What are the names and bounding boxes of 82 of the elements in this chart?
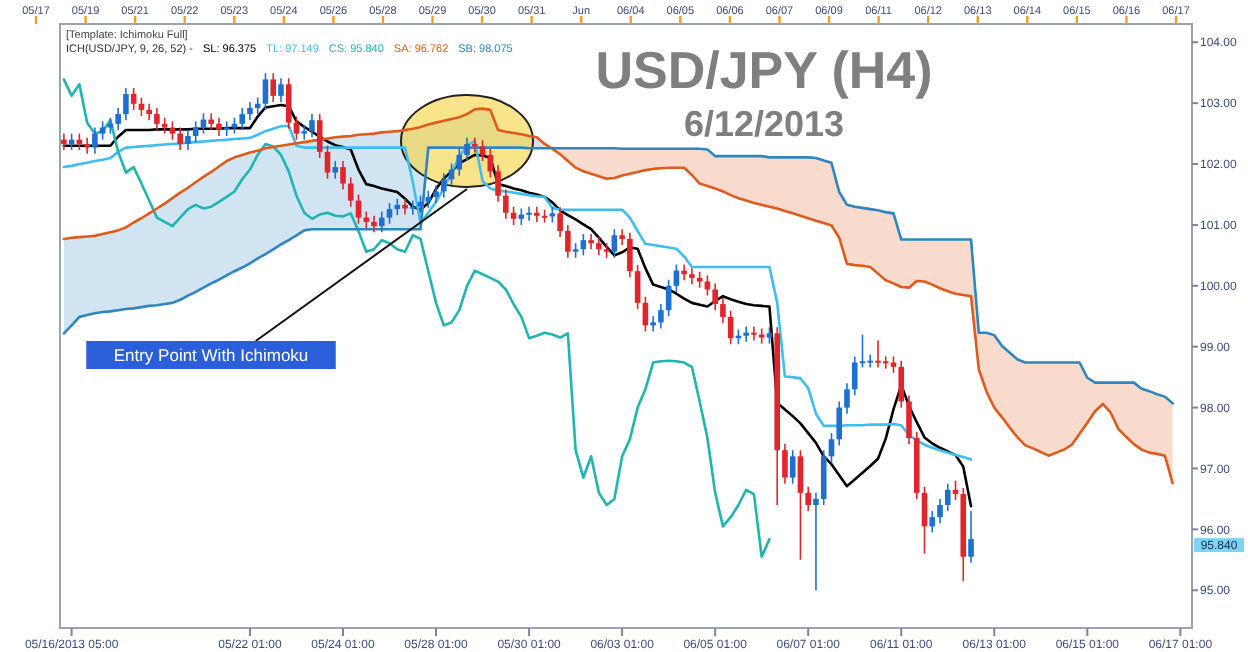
candlestick	[324, 144, 331, 180]
candlestick	[658, 303, 664, 330]
candlestick	[859, 333, 866, 369]
candlestick	[813, 492, 819, 592]
candlestick	[565, 224, 571, 259]
candlestick	[293, 115, 300, 141]
candlestick	[596, 236, 602, 257]
candlestick	[200, 112, 207, 135]
candlestick	[689, 267, 695, 285]
candlestick	[743, 325, 749, 343]
candlestick	[154, 107, 160, 131]
candlestick	[340, 160, 346, 191]
candlestick	[820, 449, 827, 506]
candlestick	[789, 449, 796, 485]
candlestick	[836, 400, 843, 447]
candlestick	[937, 498, 943, 525]
candlestick	[92, 126, 98, 155]
candlestick	[968, 510, 974, 564]
candlestick	[371, 214, 377, 234]
candlestick	[712, 282, 718, 311]
candlestick	[402, 197, 408, 216]
candlestick	[440, 172, 447, 199]
candlestick	[316, 113, 323, 159]
candlestick	[464, 137, 470, 162]
candlestick	[797, 449, 804, 561]
candlestick	[851, 355, 858, 397]
candlestick	[115, 107, 121, 131]
text: 6/12/2013	[683, 104, 845, 144]
candlestick	[262, 72, 269, 111]
candlestick	[557, 206, 563, 238]
candlestick	[929, 510, 936, 534]
candlestick	[285, 77, 292, 130]
candlestick	[611, 228, 618, 259]
candlestick	[363, 210, 370, 229]
candlestick	[84, 137, 90, 155]
candlestick	[650, 315, 656, 333]
candlestick	[627, 232, 633, 279]
candlestick	[216, 116, 222, 137]
candlestick	[526, 205, 532, 222]
candlestick	[123, 87, 129, 121]
candlestick	[378, 210, 385, 234]
chart-title: USD/JPY (H4)	[595, 40, 933, 100]
candlestick	[208, 112, 214, 131]
candlestick	[409, 199, 416, 216]
candlestick	[309, 113, 315, 139]
candlestick	[875, 339, 881, 369]
candlestick	[394, 197, 401, 216]
candlestick	[270, 72, 277, 103]
candlestick	[239, 107, 246, 131]
candlestick	[588, 233, 594, 251]
candlestick	[301, 124, 308, 141]
candlestick	[503, 188, 509, 220]
candlestick	[254, 96, 261, 115]
candlestick	[944, 482, 951, 512]
candlestick	[882, 355, 889, 370]
line-series	[62, 146, 1174, 405]
candlestick	[844, 382, 850, 415]
annotation: Entry Point With Ichimoku	[113, 344, 309, 365]
candlestick	[867, 353, 874, 369]
candlestick	[479, 139, 486, 162]
candlestick	[278, 77, 284, 103]
candlestick	[720, 297, 726, 324]
candlestick	[495, 164, 501, 203]
candlestick	[681, 263, 687, 282]
candlestick	[177, 126, 183, 151]
candlestick	[61, 132, 67, 151]
candlestick	[898, 359, 905, 409]
candlestick	[906, 394, 912, 445]
line-series	[62, 107, 1174, 485]
candlestick	[751, 325, 757, 342]
candlestick	[456, 148, 463, 177]
candlestick	[634, 264, 641, 310]
candlestick	[805, 485, 812, 512]
candlestick	[534, 205, 540, 223]
candlestick	[386, 202, 393, 225]
candlestick	[130, 87, 137, 111]
candlestick	[185, 129, 191, 151]
candlestick	[619, 228, 625, 246]
candlestick	[146, 102, 152, 121]
candlestick	[247, 101, 253, 121]
candlestick	[347, 176, 354, 208]
candlestick	[782, 443, 788, 485]
